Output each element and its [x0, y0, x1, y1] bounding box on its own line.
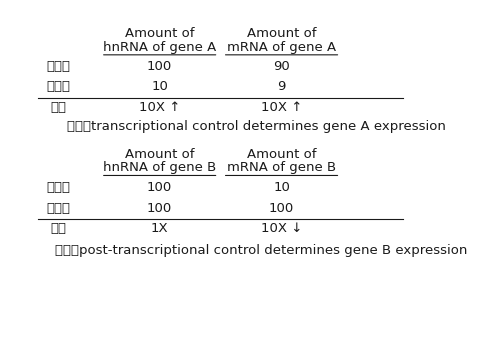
Text: Amount of: Amount of [125, 27, 194, 40]
Text: 比例: 比例 [51, 101, 67, 114]
Text: hnRNA of gene B: hnRNA of gene B [103, 161, 216, 174]
Text: 對照組: 對照組 [47, 80, 71, 94]
Text: 100: 100 [269, 202, 294, 215]
Text: 10X ↑: 10X ↑ [139, 101, 180, 114]
Text: 10X ↑: 10X ↑ [261, 101, 302, 114]
Text: Amount of: Amount of [247, 27, 316, 40]
Text: Amount of: Amount of [125, 148, 194, 161]
Text: 100: 100 [147, 202, 172, 215]
Text: 對照組: 對照組 [47, 202, 71, 215]
Text: 實驗組: 實驗組 [47, 60, 71, 73]
Text: Amount of: Amount of [247, 148, 316, 161]
Text: 100: 100 [147, 60, 172, 73]
Text: 100: 100 [147, 181, 172, 194]
Text: 10: 10 [151, 80, 168, 94]
Text: hnRNA of gene A: hnRNA of gene A [103, 41, 216, 54]
Text: mRNA of gene B: mRNA of gene B [227, 161, 336, 174]
Text: 實驗組: 實驗組 [47, 181, 71, 194]
Text: 結論：post-transcriptional control determines gene B expression: 結論：post-transcriptional control determin… [54, 244, 467, 257]
Text: 結論：transcriptional control determines gene A expression: 結論：transcriptional control determines ge… [67, 120, 446, 133]
Text: 90: 90 [273, 60, 290, 73]
Text: 9: 9 [278, 80, 285, 94]
Text: 1X: 1X [151, 222, 168, 235]
Text: mRNA of gene A: mRNA of gene A [227, 41, 336, 54]
Text: 比例: 比例 [51, 222, 67, 235]
Text: 10X ↓: 10X ↓ [261, 222, 302, 235]
Text: 10: 10 [273, 181, 290, 194]
